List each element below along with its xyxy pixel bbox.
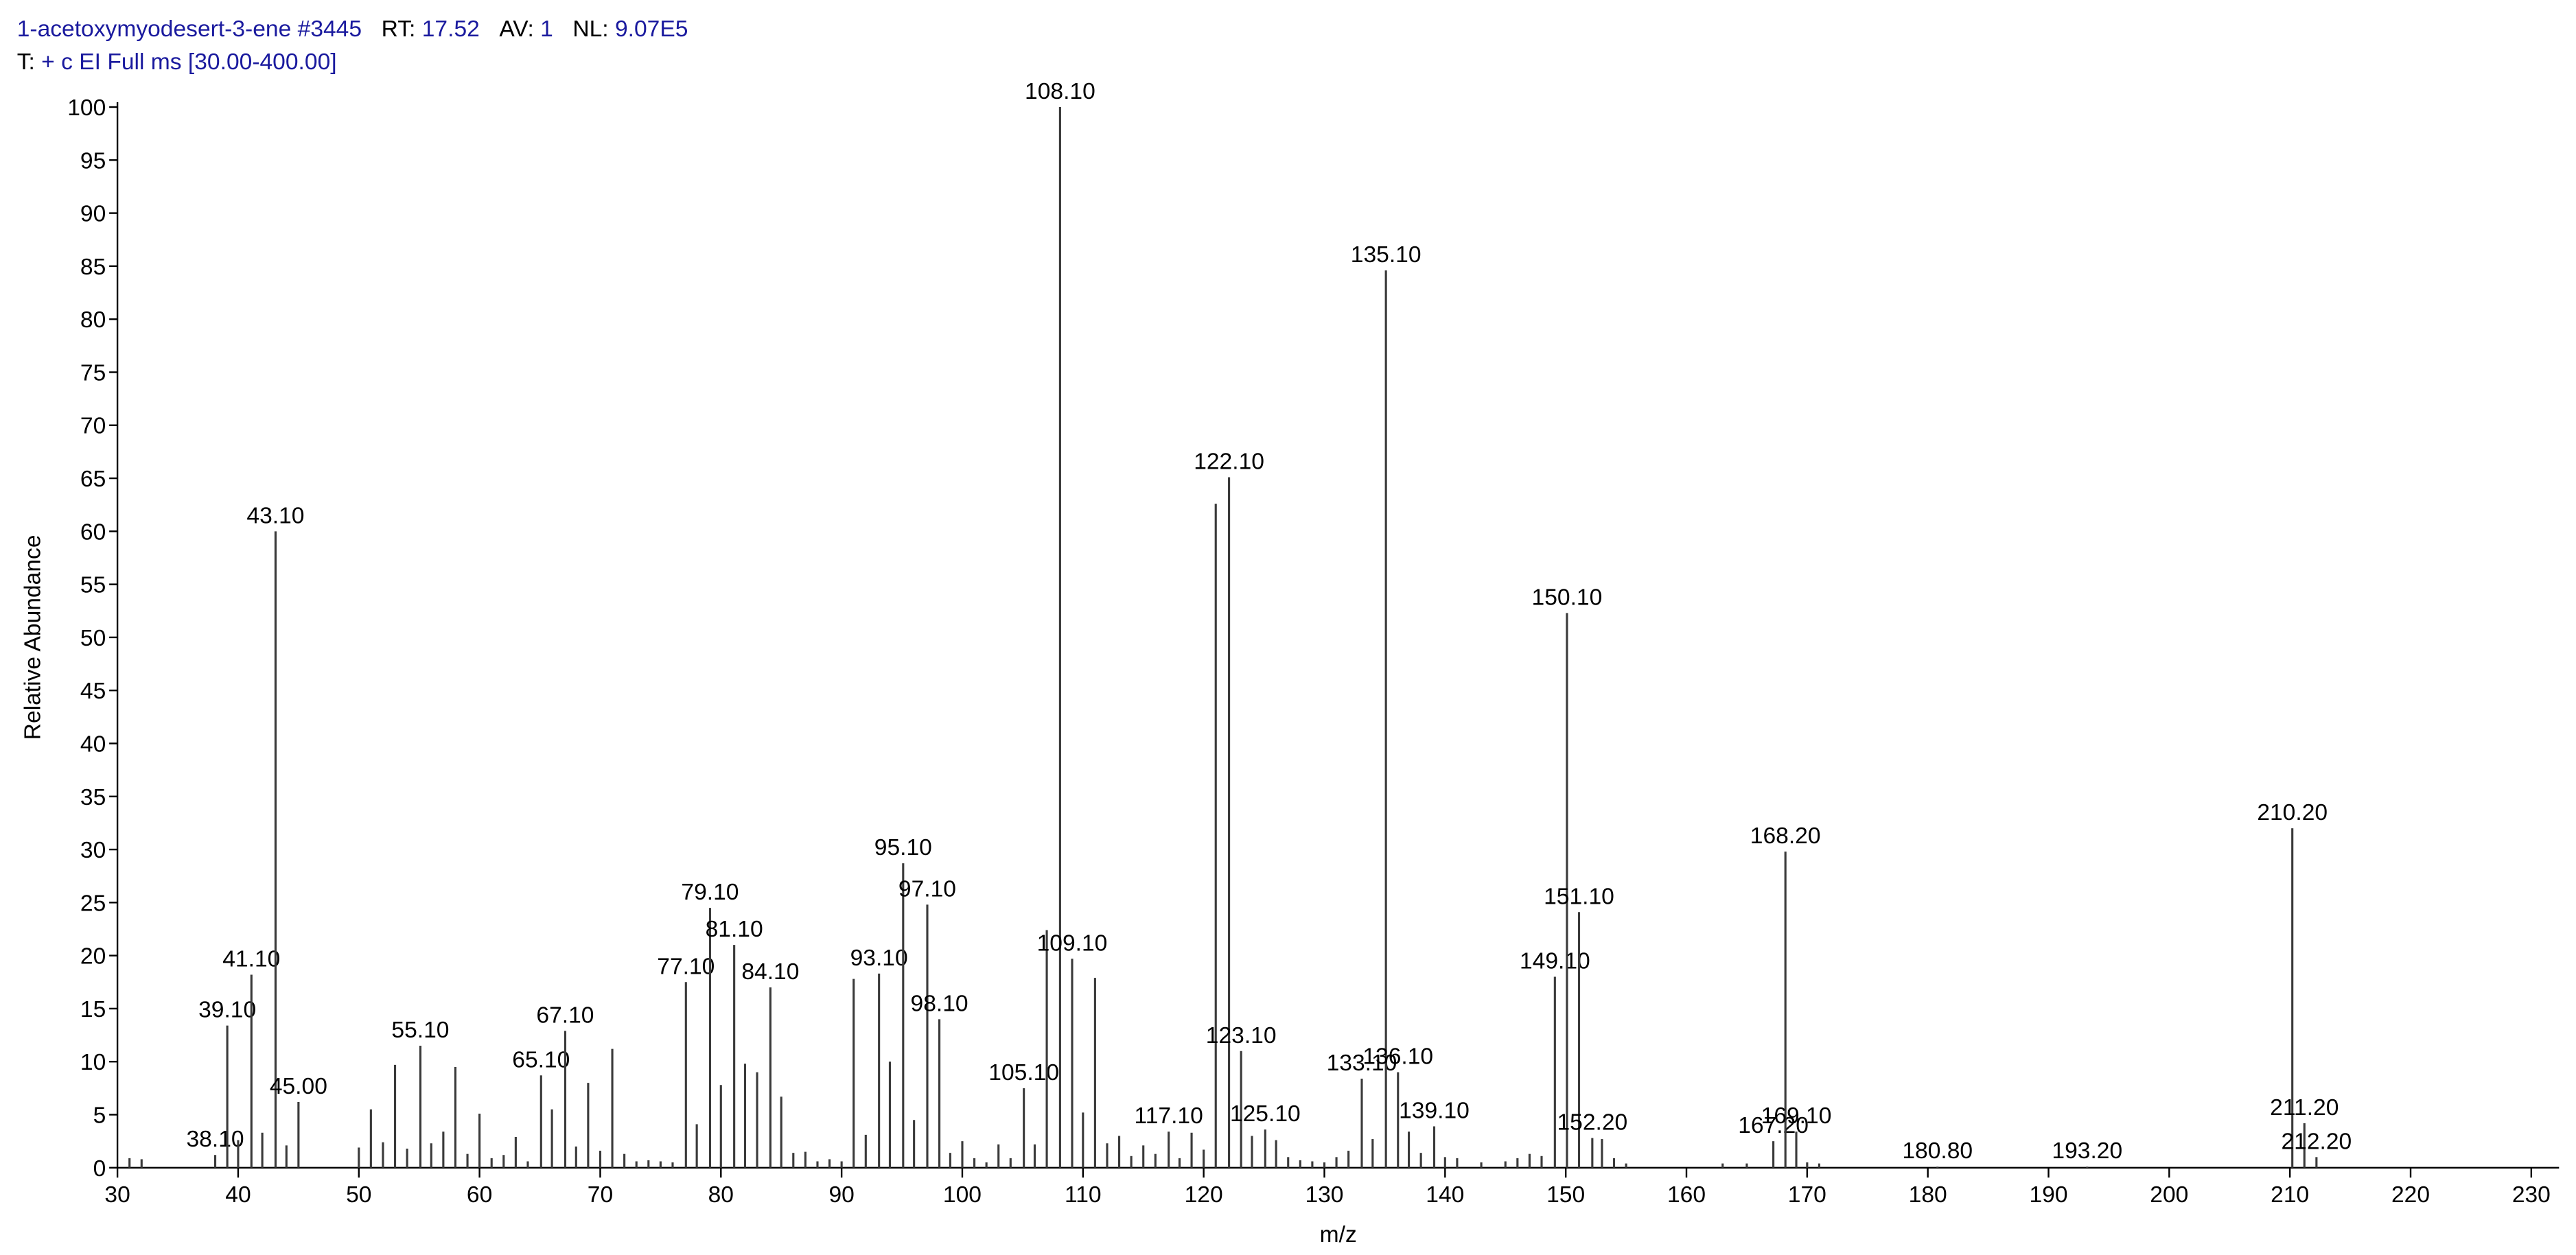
x-axis-title: m/z xyxy=(1320,1222,1357,1247)
y-tick-label: 5 xyxy=(93,1103,106,1128)
y-tick-label: 45 xyxy=(80,679,106,704)
peak-label: 109.10 xyxy=(1037,930,1108,956)
peak-label: 105.10 xyxy=(988,1060,1059,1086)
peak-label: 122.10 xyxy=(1194,449,1264,474)
compound: 1-acetoxymyodesert-3-ene xyxy=(17,16,292,42)
filter: + c EI Full ms [30.00-400.00] xyxy=(41,49,336,75)
peak-label: 180.80 xyxy=(1902,1138,1973,1164)
x-tick-label: 70 xyxy=(588,1182,613,1208)
x-tick-label: 90 xyxy=(828,1182,854,1208)
peak-label: 79.10 xyxy=(681,880,739,905)
y-tick-label: 65 xyxy=(80,467,106,492)
y-tick-label: 35 xyxy=(80,785,106,810)
y-axis-title: Relative Abundance xyxy=(20,535,45,740)
peak-label: 168.20 xyxy=(1750,823,1821,849)
y-tick-label: 15 xyxy=(80,997,106,1022)
x-tick-label: 30 xyxy=(104,1182,130,1208)
peak-label: 211.20 xyxy=(2270,1095,2339,1121)
peak-label: 45.00 xyxy=(270,1074,327,1099)
y-tick-label: 0 xyxy=(93,1156,106,1182)
x-tick-label: 130 xyxy=(1305,1182,1343,1208)
scan: #3445 xyxy=(298,16,362,42)
peak-label: 98.10 xyxy=(911,991,968,1016)
rt-label: RT: xyxy=(382,16,416,42)
nl: 9.07E5 xyxy=(615,16,688,42)
peak-label: 95.10 xyxy=(874,835,932,860)
header-line-1: 1-acetoxymyodesert-3-ene #3445 RT: 17.52… xyxy=(17,16,688,42)
y-tick-label: 20 xyxy=(80,944,106,970)
peak-label: 210.20 xyxy=(2257,800,2328,825)
y-tick-label: 100 xyxy=(67,95,106,121)
x-tick-label: 110 xyxy=(1065,1182,1102,1208)
y-tick-label: 55 xyxy=(80,573,106,598)
peak-label: 77.10 xyxy=(657,954,715,979)
x-tick-label: 180 xyxy=(1909,1182,1947,1208)
peak-label: 169.10 xyxy=(1761,1103,1832,1129)
peak-label: 151.10 xyxy=(1544,884,1614,909)
x-tick-label: 230 xyxy=(2512,1182,2551,1208)
peak-label: 136.10 xyxy=(1362,1044,1433,1070)
y-tick-label: 60 xyxy=(80,519,106,545)
filter-label: T: xyxy=(17,49,35,75)
y-tick-label: 25 xyxy=(80,891,106,916)
y-tick-label: 75 xyxy=(80,360,106,386)
y-tick-label: 85 xyxy=(80,255,106,280)
y-tick-label: 70 xyxy=(80,414,106,439)
peak-label: 41.10 xyxy=(222,946,280,972)
peak-label: 135.10 xyxy=(1351,242,1422,268)
peak-label: 43.10 xyxy=(246,503,304,528)
peak-label: 81.10 xyxy=(706,917,763,942)
peak-label: 55.10 xyxy=(391,1018,449,1043)
av: 1 xyxy=(540,16,553,42)
x-tick-label: 60 xyxy=(467,1182,492,1208)
peak-label: 125.10 xyxy=(1230,1101,1301,1127)
rt: 17.52 xyxy=(422,16,480,42)
x-tick-label: 150 xyxy=(1546,1182,1585,1208)
peak-label: 93.10 xyxy=(850,946,908,971)
x-tick-label: 140 xyxy=(1426,1182,1464,1208)
x-tick-label: 120 xyxy=(1185,1182,1223,1208)
x-tick-label: 210 xyxy=(2271,1182,2309,1208)
x-tick-label: 220 xyxy=(2391,1182,2430,1208)
peak-label: 97.10 xyxy=(898,876,956,902)
y-tick-label: 95 xyxy=(80,148,106,174)
peak-label: 212.20 xyxy=(2281,1129,2352,1154)
peak-label: 39.10 xyxy=(198,998,256,1023)
y-tick-label: 50 xyxy=(80,626,106,651)
x-tick-label: 160 xyxy=(1667,1182,1706,1208)
peak-label: 123.10 xyxy=(1206,1023,1277,1048)
peak-label: 150.10 xyxy=(1532,585,1603,610)
y-tick-label: 30 xyxy=(80,838,106,863)
peak-label: 67.10 xyxy=(536,1002,594,1028)
peak-label: 193.20 xyxy=(2052,1138,2122,1164)
x-tick-label: 100 xyxy=(943,1182,982,1208)
x-tick-label: 170 xyxy=(1788,1182,1826,1208)
peak-label: 108.10 xyxy=(1025,79,1095,104)
peak-label: 65.10 xyxy=(512,1047,570,1072)
y-tick-label: 80 xyxy=(80,307,106,333)
peak-label: 117.10 xyxy=(1135,1103,1203,1129)
x-tick-label: 40 xyxy=(225,1182,251,1208)
av-label: AV: xyxy=(499,16,533,42)
peak-label: 139.10 xyxy=(1399,1098,1470,1123)
y-tick-label: 90 xyxy=(80,202,106,227)
nl-label: NL: xyxy=(572,16,608,42)
peak-label: 38.10 xyxy=(187,1127,244,1152)
x-tick-label: 80 xyxy=(708,1182,734,1208)
x-tick-label: 50 xyxy=(346,1182,371,1208)
header-line-2: T: + c EI Full ms [30.00-400.00] xyxy=(17,49,337,75)
peak-label: 152.20 xyxy=(1557,1110,1627,1136)
y-tick-label: 40 xyxy=(80,731,106,757)
y-tick-label: 10 xyxy=(80,1050,106,1075)
x-tick-label: 190 xyxy=(2029,1182,2067,1208)
x-tick-label: 200 xyxy=(2150,1182,2188,1208)
peak-label: 84.10 xyxy=(741,959,799,985)
